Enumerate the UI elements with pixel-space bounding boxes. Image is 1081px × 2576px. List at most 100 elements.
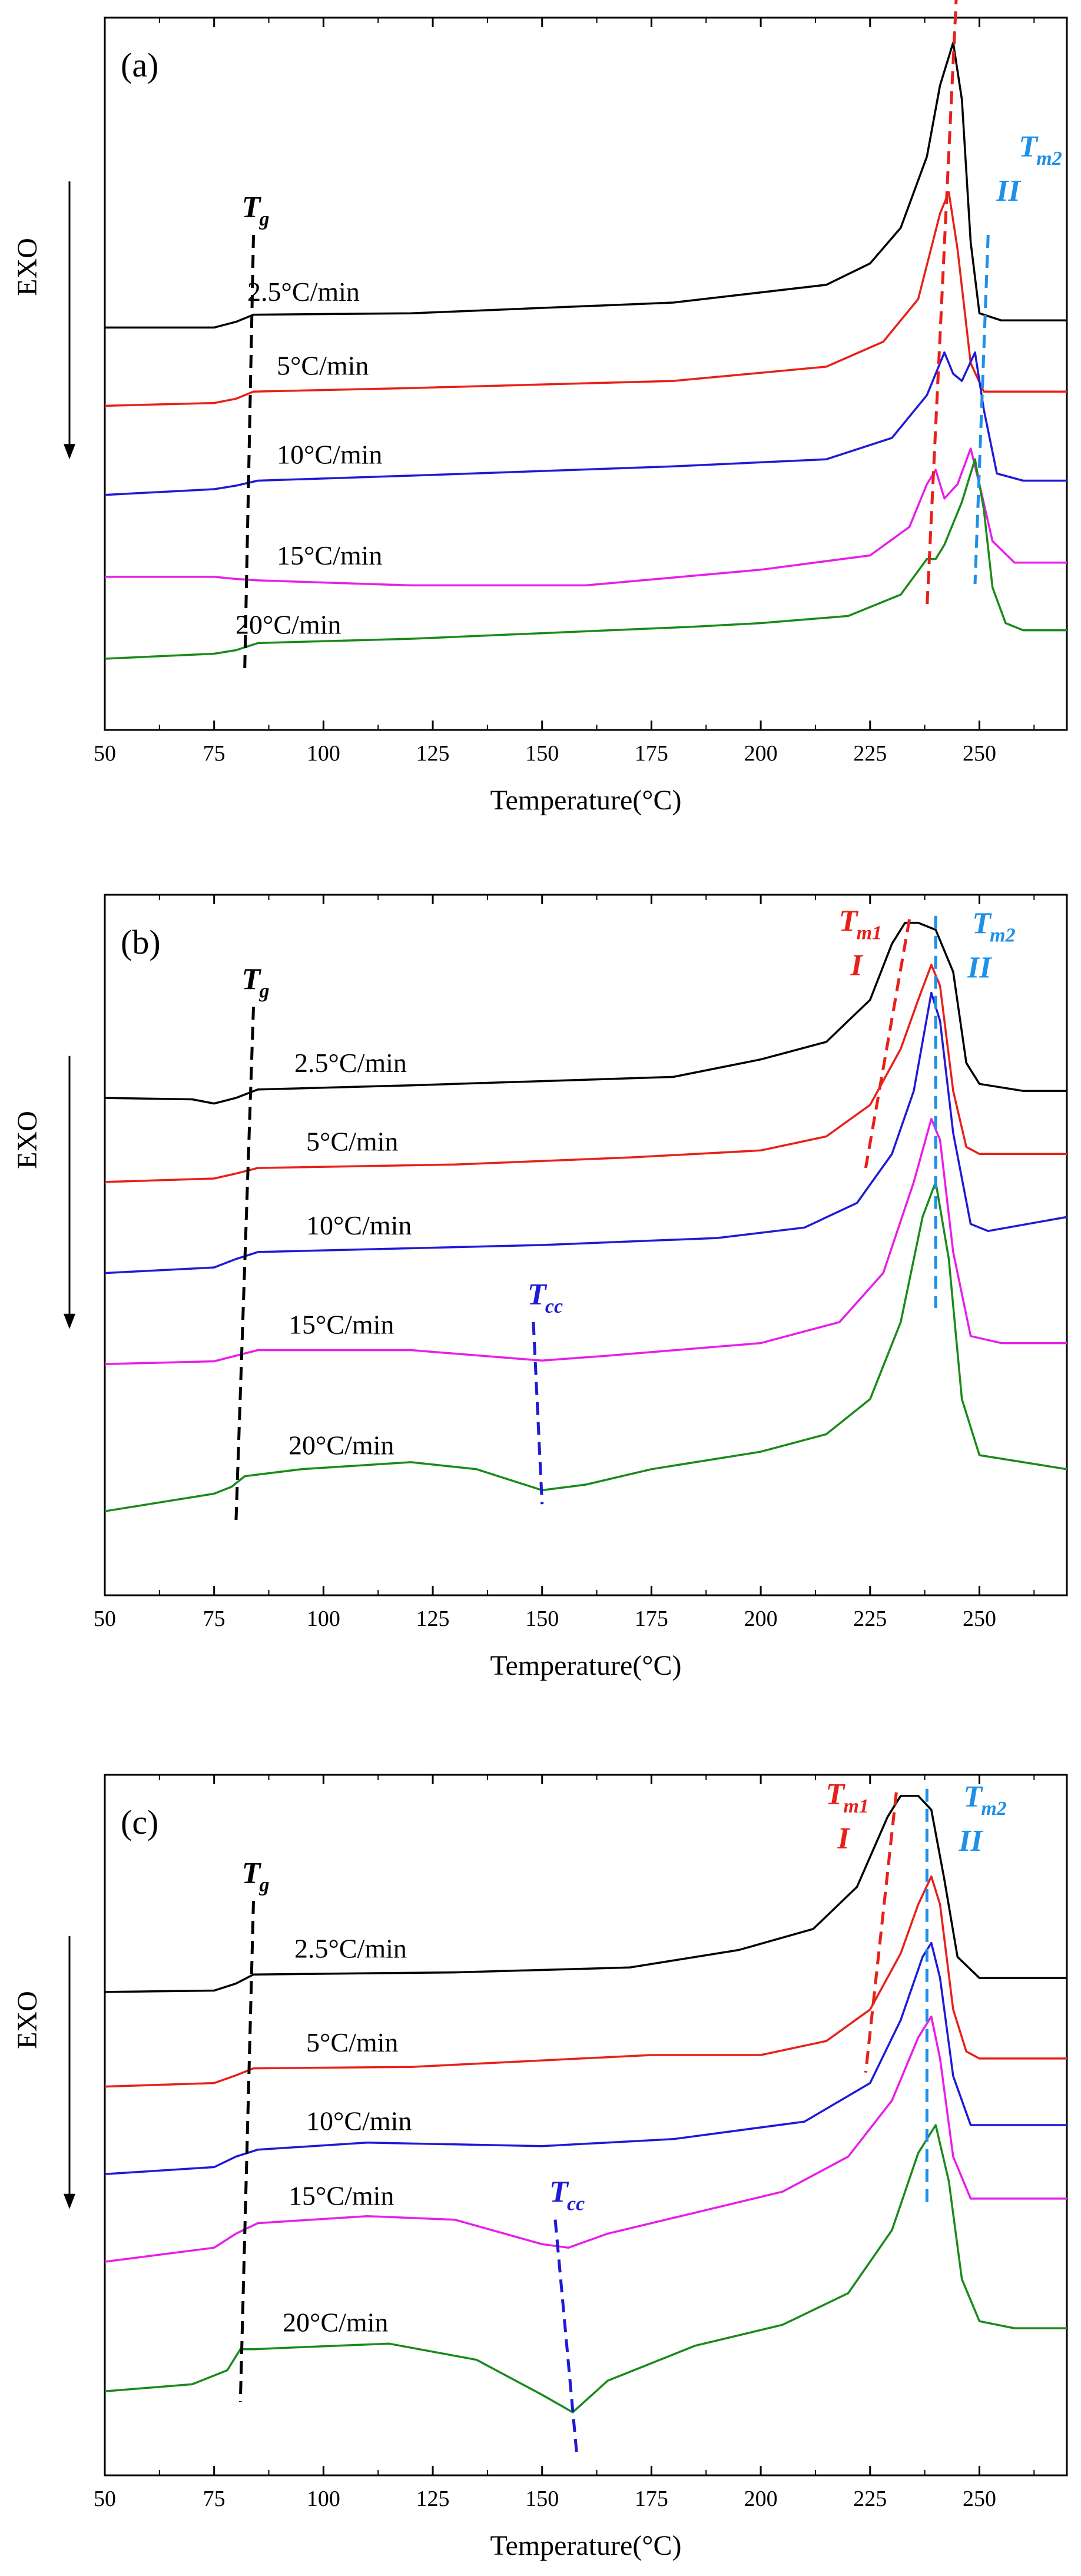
- series-label: 15°C/min: [289, 2180, 394, 2210]
- series-label: 15°C/min: [277, 540, 382, 570]
- tg-dashed-line: [238, 1901, 256, 2402]
- tcc-dashed-line: [532, 1322, 544, 1505]
- panel-label: (c): [121, 1803, 158, 1841]
- x-axis-title: Temperature(°C): [490, 785, 681, 816]
- series-label: 2.5°C/min: [294, 1933, 407, 1963]
- series-line-blue: [104, 351, 1067, 496]
- tg-label: T: [242, 1857, 262, 1890]
- series-line-green: [104, 2124, 1067, 2414]
- x-tick-label: 125: [416, 1606, 450, 1631]
- plot-frame: [104, 894, 1068, 1596]
- tg-subscript: g: [259, 1874, 270, 1896]
- tm2-subscript: m2: [1036, 148, 1062, 170]
- tm1-dashed-line: [925, 0, 958, 609]
- exo-arrowhead-icon: [64, 444, 75, 460]
- tm2-roman-label: II: [996, 174, 1021, 208]
- series-label: 10°C/min: [306, 1210, 412, 1240]
- series-line-blue: [104, 1941, 1067, 2176]
- tm1-label: T: [825, 1778, 845, 1811]
- x-tick-label: 100: [307, 741, 340, 766]
- tg-label: T: [242, 962, 262, 996]
- tm1-dashed-line: [864, 1792, 898, 2073]
- tg-subscript: g: [259, 208, 270, 230]
- tg-subscript: g: [259, 980, 270, 1002]
- chart-panel-1: 50 75 100 125 150 175 200 225 250 Temperature(°C)…: [12, 0, 1068, 816]
- series-line-red: [104, 964, 1067, 1183]
- exo-arrowhead-icon: [64, 2193, 75, 2209]
- panel-label: (a): [121, 46, 158, 84]
- x-tick-label: 250: [963, 2487, 996, 2511]
- tm1-subscript: m1: [843, 1795, 868, 1817]
- x-tick-label: 50: [94, 2487, 116, 2511]
- x-tick-label: 75: [203, 1606, 226, 1631]
- x-tick-label: 75: [203, 741, 226, 766]
- tm1-dashed-line: [864, 919, 911, 1169]
- series-line-magenta: [104, 1118, 1067, 1366]
- series-label: 10°C/min: [277, 439, 382, 469]
- chart-panel-2: 50 75 100 125 150 175 200 225 250 Temperature(°C)…: [12, 894, 1068, 1681]
- x-tick-label: 75: [203, 2487, 226, 2511]
- x-tick-label: 225: [853, 1606, 887, 1631]
- x-tick-label: 125: [416, 741, 450, 766]
- series-label: 15°C/min: [289, 1310, 394, 1340]
- tcc-subscript: cc: [567, 2193, 585, 2215]
- series-line-black: [105, 41, 1067, 329]
- series-line-green: [104, 1181, 1067, 1512]
- tm1-subscript: m1: [857, 922, 882, 944]
- series-label: 5°C/min: [306, 1127, 398, 1157]
- x-tick-label: 200: [744, 2487, 778, 2511]
- x-tick-label: 200: [744, 741, 778, 766]
- x-tick-label: 100: [307, 2487, 340, 2511]
- x-tick-label: 250: [963, 1606, 996, 1631]
- x-tick-label: 125: [416, 2487, 450, 2511]
- tm2-roman-label: II: [958, 1824, 983, 1858]
- x-tick-label: 150: [525, 741, 559, 766]
- series-line-magenta: [104, 2015, 1067, 2263]
- series-line-black: [104, 921, 1067, 1105]
- series-label: 5°C/min: [306, 2027, 398, 2057]
- tm2-label: T: [1019, 130, 1039, 164]
- tcc-label: T: [528, 1278, 548, 1312]
- x-tick-label: 225: [853, 741, 887, 766]
- tm2-label: T: [972, 907, 992, 941]
- series-label: 2.5°C/min: [294, 1048, 407, 1078]
- series-label: 2.5°C/min: [247, 277, 360, 307]
- tm1-roman-label: I: [945, 0, 959, 5]
- tg-dashed-line: [234, 1007, 256, 1522]
- x-tick-label: 150: [525, 1606, 559, 1631]
- x-tick-label: 225: [853, 2487, 887, 2511]
- tm2-label: T: [963, 1780, 983, 1814]
- series-label: 5°C/min: [277, 350, 369, 380]
- series-label: 20°C/min: [283, 2308, 388, 2338]
- series-label: 20°C/min: [289, 1430, 394, 1460]
- x-tick-label: 250: [963, 741, 996, 766]
- tcc-dashed-line: [553, 2219, 579, 2458]
- tcc-subscript: cc: [545, 1296, 563, 1317]
- x-tick-label: 175: [635, 2487, 668, 2511]
- x-tick-label: 50: [94, 1606, 116, 1631]
- series-line-red: [104, 191, 1067, 407]
- tm1-roman-label: I: [837, 1822, 850, 1855]
- y-axis-title: EXO: [12, 1111, 43, 1169]
- series-label: 20°C/min: [236, 610, 341, 640]
- x-axis-title: Temperature(°C): [490, 2530, 681, 2561]
- panel-label: (b): [121, 923, 161, 961]
- series-line-black: [104, 1794, 1067, 1993]
- tm2-dashed-line: [973, 234, 990, 585]
- tg-label: T: [242, 191, 262, 224]
- tg-dashed-line: [243, 234, 256, 670]
- tcc-label: T: [549, 2176, 569, 2209]
- y-axis-title: EXO: [12, 1991, 43, 2049]
- tm2-roman-label: II: [967, 951, 992, 985]
- tm1-label: T: [839, 905, 859, 938]
- plot-frame: [104, 16, 1068, 731]
- x-tick-label: 150: [525, 2487, 559, 2511]
- x-tick-label: 175: [635, 1606, 668, 1631]
- y-axis-title: EXO: [12, 238, 43, 296]
- x-tick-label: 100: [307, 1606, 340, 1631]
- series-line-blue: [104, 991, 1067, 1274]
- series-line-green: [104, 458, 1067, 660]
- exo-arrowhead-icon: [64, 1313, 75, 1329]
- x-tick-label: 50: [94, 741, 116, 766]
